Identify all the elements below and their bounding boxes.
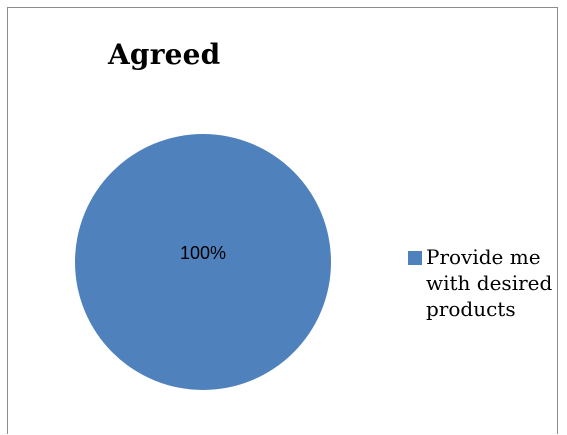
data-label: 100% (180, 243, 226, 263)
pie-slice (75, 134, 331, 390)
legend-label: Provide me with desired products (426, 245, 553, 321)
chart-title: Agreed (108, 38, 221, 71)
legend-swatch (408, 251, 422, 265)
